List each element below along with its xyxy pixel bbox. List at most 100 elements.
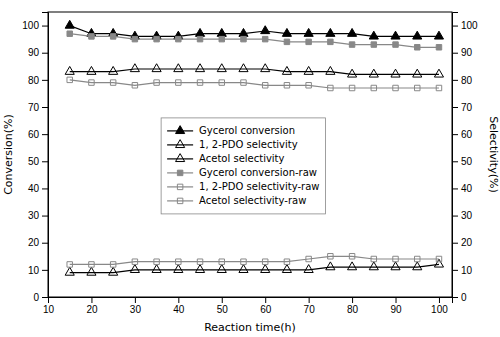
point — [348, 69, 357, 77]
point — [415, 256, 420, 261]
y-axis-tick-mark — [42, 270, 48, 271]
point — [241, 80, 246, 85]
point — [65, 267, 74, 275]
point — [284, 39, 289, 44]
point — [176, 80, 181, 85]
x-axis-tick-label: 60 — [260, 304, 272, 315]
y2-axis-tick-label: 90 — [461, 47, 473, 58]
x-axis-tick: 40 — [173, 297, 185, 315]
x-axis-tick: 100 — [431, 297, 448, 315]
point — [241, 259, 246, 264]
y-axis-tick-mark — [42, 161, 48, 162]
point — [132, 259, 137, 264]
x-axis-tick-mark — [396, 297, 397, 303]
point — [306, 83, 311, 88]
point — [197, 80, 202, 85]
x-axis-tick-label: 10 — [43, 304, 55, 315]
x-axis-tick-label: 30 — [130, 304, 142, 315]
legend-swatch-marker — [177, 198, 182, 203]
point — [326, 28, 335, 36]
point — [436, 85, 441, 90]
point — [306, 39, 311, 44]
y2-axis: 0102030405060708090100 — [452, 13, 478, 303]
legend-swatch-line — [167, 158, 193, 159]
point — [393, 256, 398, 261]
point — [197, 259, 202, 264]
point — [261, 26, 270, 34]
y2-axis-tick-label: 80 — [461, 75, 473, 86]
y-axis-title: Conversion(%) — [2, 114, 15, 195]
y2-axis-tick-label: 100 — [461, 20, 478, 31]
x-axis-tick-label: 20 — [86, 304, 98, 315]
y2-axis-tick: 50 — [452, 156, 473, 167]
point — [282, 66, 291, 74]
y-axis-tick-label: 20 — [28, 237, 40, 248]
y2-axis-tick-mark — [452, 297, 458, 298]
legend-label: Acetol selectivity-raw — [199, 195, 306, 206]
y2-axis-tick-label: 60 — [461, 129, 473, 140]
point — [284, 83, 289, 88]
y-axis-tick-mark — [42, 243, 48, 244]
point — [349, 254, 354, 259]
point — [369, 69, 378, 77]
y-axis: 0102030405060708090100 — [22, 13, 48, 303]
y-axis-tick-label: 70 — [28, 102, 40, 113]
y2-axis-tick-label: 70 — [461, 102, 473, 113]
y-axis-tick-label: 0 — [33, 292, 39, 303]
y-axis-tick: 20 — [28, 237, 48, 248]
point — [217, 28, 226, 36]
x-axis-tick-label: 100 — [431, 304, 448, 315]
point — [219, 259, 224, 264]
point — [393, 42, 398, 47]
point — [174, 64, 183, 72]
point — [239, 265, 248, 273]
series-line — [70, 26, 439, 37]
point — [436, 256, 441, 261]
y2-axis-tick: 20 — [452, 237, 473, 248]
point — [413, 262, 422, 270]
point — [87, 267, 96, 275]
point — [282, 28, 291, 36]
legend-swatch-marker — [176, 140, 185, 148]
y2-axis-tick-mark — [452, 188, 458, 189]
point — [89, 80, 94, 85]
point — [219, 80, 224, 85]
point — [261, 64, 270, 72]
y2-axis-tick-mark — [452, 53, 458, 54]
x-axis-tick: 90 — [390, 297, 402, 315]
legend-swatch-line — [167, 144, 193, 145]
y-axis-tick-label: 60 — [28, 129, 40, 140]
y-axis-tick: 0 — [33, 292, 48, 303]
point — [176, 259, 181, 264]
y-axis-tick-mark — [42, 188, 48, 189]
point — [261, 265, 270, 273]
point — [326, 66, 335, 74]
legend-frame — [161, 118, 325, 214]
y-axis-tick-mark — [42, 297, 48, 298]
legend: Gycerol conversion1, 2-PDO selectivityAc… — [161, 118, 325, 214]
point — [391, 262, 400, 270]
legend-swatch-line — [167, 186, 193, 187]
y2-axis-tick-mark — [452, 243, 458, 244]
x-axis-tick-mark — [178, 297, 179, 303]
y2-axis-tick-label: 30 — [461, 210, 473, 221]
legend-swatch-marker — [176, 154, 185, 162]
y-axis-tick-mark — [42, 134, 48, 135]
y-axis-tick: 40 — [28, 183, 48, 194]
x-axis-tick-label: 90 — [390, 304, 402, 315]
marks — [65, 20, 443, 275]
y-axis-tick: 30 — [28, 210, 48, 221]
series-line — [70, 256, 439, 264]
point — [65, 20, 74, 28]
point — [369, 31, 378, 39]
point — [262, 36, 267, 41]
x-axis-tick-mark — [309, 297, 310, 303]
point — [109, 66, 118, 74]
x-axis: 102030405060708090100 — [43, 297, 453, 315]
point — [154, 259, 159, 264]
y-axis-tick: 100 — [22, 20, 48, 31]
series — [65, 20, 443, 39]
plot-frame — [48, 12, 452, 297]
y2-axis-tick: 10 — [452, 265, 473, 276]
y-axis-tick-label: 50 — [28, 156, 40, 167]
